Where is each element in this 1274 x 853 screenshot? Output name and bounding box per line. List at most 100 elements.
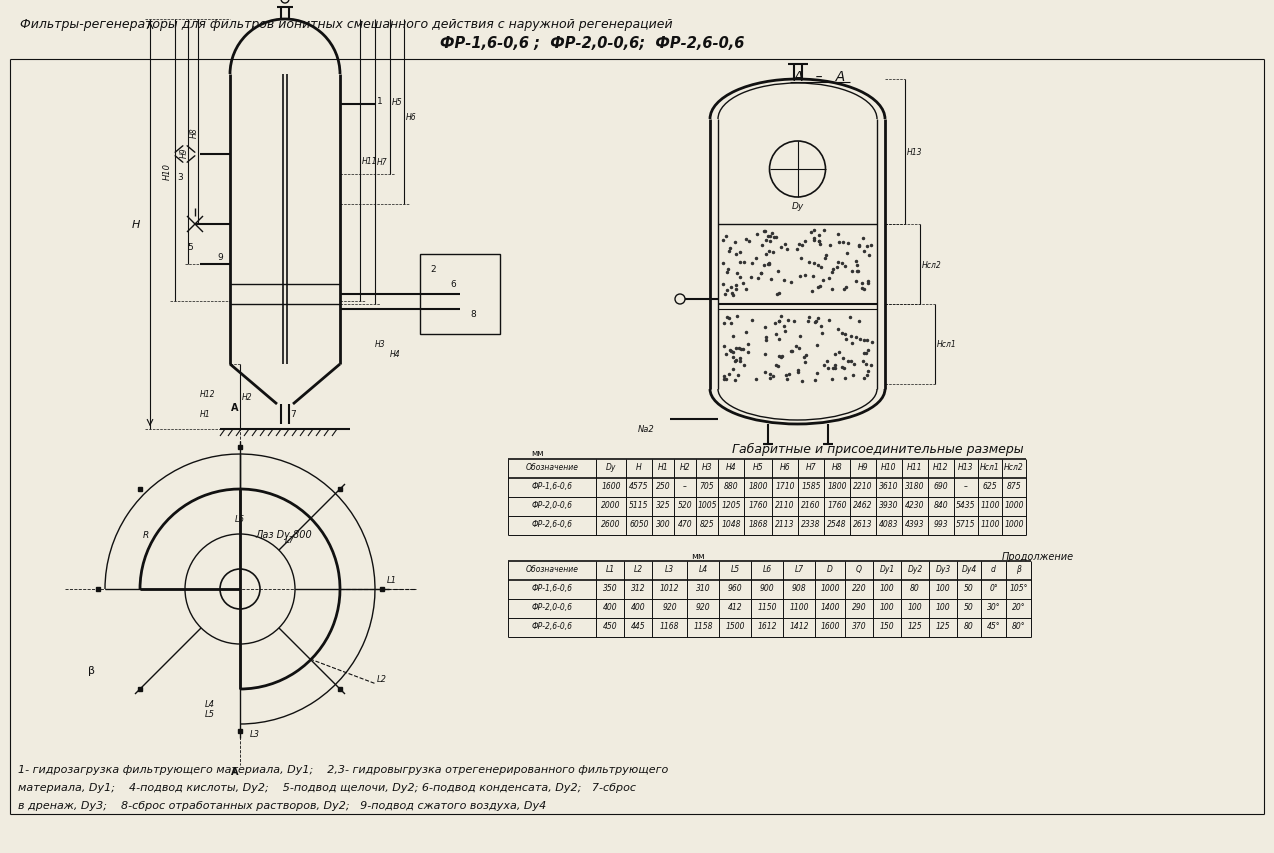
Text: H13: H13	[958, 462, 973, 472]
Text: H2: H2	[680, 462, 691, 472]
Text: ФР-1,6-0,6 ;  ФР-2,0-0,6;  ФР-2,6-0,6: ФР-1,6-0,6 ; ФР-2,0-0,6; ФР-2,6-0,6	[440, 36, 744, 51]
Text: L1: L1	[387, 575, 396, 584]
Text: L3: L3	[250, 729, 260, 738]
Text: 100: 100	[879, 583, 894, 592]
Text: 2548: 2548	[827, 519, 847, 528]
Text: 1100: 1100	[790, 602, 809, 612]
Text: L7: L7	[795, 565, 804, 573]
Text: H10: H10	[882, 462, 897, 472]
Text: 100: 100	[907, 602, 922, 612]
Text: 5435: 5435	[957, 501, 976, 509]
Text: L1: L1	[605, 565, 614, 573]
Text: H6: H6	[406, 113, 417, 122]
Text: Габаритные и присоединительные размеры: Габаритные и присоединительные размеры	[733, 443, 1024, 456]
Text: Dy2: Dy2	[907, 565, 922, 573]
Text: L4: L4	[698, 565, 707, 573]
Text: 1710: 1710	[776, 481, 795, 490]
Text: 1600: 1600	[601, 481, 620, 490]
Text: 1150: 1150	[757, 602, 777, 612]
Text: 30°: 30°	[986, 602, 1000, 612]
Text: H13: H13	[907, 148, 922, 157]
Text: L6: L6	[234, 515, 245, 524]
Text: L2: L2	[377, 674, 387, 683]
Text: H12: H12	[200, 390, 215, 399]
Text: 1158: 1158	[693, 621, 712, 630]
Text: ФР-1,6-0,6: ФР-1,6-0,6	[531, 481, 572, 490]
Text: 920: 920	[696, 602, 711, 612]
Text: Dy: Dy	[606, 462, 617, 472]
Text: 45°: 45°	[986, 621, 1000, 630]
Text: 125: 125	[935, 621, 950, 630]
Text: Hсл2: Hсл2	[922, 260, 941, 270]
Text: 80°: 80°	[1012, 621, 1026, 630]
Text: 993: 993	[934, 519, 948, 528]
Text: ФР-2,6-0,6: ФР-2,6-0,6	[531, 621, 572, 630]
Text: Фильтры-регенераторы для фильтров ионитных смешанного действия с наружной регене: Фильтры-регенераторы для фильтров ионитн…	[20, 18, 673, 31]
Text: 1: 1	[377, 96, 382, 106]
FancyArrowPatch shape	[175, 157, 183, 163]
Text: –: –	[964, 481, 968, 490]
Text: материала, Dy1;    4-подвод кислоты, Dy2;    5-подвод щелочи, Dy2; 6-подвод конд: материала, Dy1; 4-подвод кислоты, Dy2; 5…	[18, 782, 636, 792]
Text: R: R	[143, 531, 149, 540]
Text: 400: 400	[631, 602, 646, 612]
Text: 50: 50	[964, 602, 973, 612]
Text: 50: 50	[964, 583, 973, 592]
Text: 470: 470	[678, 519, 692, 528]
Text: Hсл2: Hсл2	[1004, 462, 1024, 472]
Text: А   –   А: А – А	[794, 70, 846, 84]
Text: 300: 300	[656, 519, 670, 528]
Text: 2110: 2110	[776, 501, 795, 509]
Text: 900: 900	[759, 583, 775, 592]
Text: мм: мм	[691, 551, 705, 560]
Text: d: d	[991, 565, 996, 573]
Text: 3180: 3180	[906, 481, 925, 490]
Text: ФР-2,0-0,6: ФР-2,0-0,6	[531, 501, 572, 509]
Text: Dy: Dy	[791, 202, 804, 211]
Text: 960: 960	[727, 583, 743, 592]
Text: 3930: 3930	[879, 501, 898, 509]
Text: H10: H10	[163, 162, 172, 179]
Text: 880: 880	[724, 481, 739, 490]
Text: 1600: 1600	[820, 621, 840, 630]
Text: 3610: 3610	[879, 481, 898, 490]
Text: β: β	[1017, 565, 1020, 573]
Text: 220: 220	[852, 583, 866, 592]
Text: 80: 80	[964, 621, 973, 630]
Text: 1100: 1100	[980, 519, 1000, 528]
Text: 1800: 1800	[827, 481, 847, 490]
Text: L2: L2	[633, 565, 642, 573]
Text: A: A	[232, 403, 238, 412]
Text: Продолжение: Продолжение	[1001, 551, 1074, 561]
Text: 1168: 1168	[660, 621, 679, 630]
Bar	[420, 255, 499, 334]
Text: 412: 412	[727, 602, 743, 612]
Text: 1412: 1412	[790, 621, 809, 630]
Text: H2: H2	[242, 392, 252, 402]
Text: Обозначение: Обозначение	[525, 565, 578, 573]
Text: 2: 2	[431, 264, 436, 274]
Text: 1- гидрозагрузка фильтрующего материала, Dy1;    2,3- гидровыгрузка отрегенериро: 1- гидрозагрузка фильтрующего материала,…	[18, 764, 669, 774]
Text: 1000: 1000	[820, 583, 840, 592]
Text: в дренаж, Dy3;    8-сброс отработанных растворов, Dy2;   9-подвод сжатого воздух: в дренаж, Dy3; 8-сброс отработанных раст…	[18, 800, 547, 810]
Text: 1500: 1500	[725, 621, 745, 630]
Text: 4230: 4230	[906, 501, 925, 509]
Text: Обозначение: Обозначение	[525, 462, 578, 472]
Text: 125: 125	[907, 621, 922, 630]
Text: 8: 8	[470, 310, 475, 319]
Text: 920: 920	[662, 602, 676, 612]
Text: 100: 100	[935, 602, 950, 612]
Text: 5115: 5115	[629, 501, 648, 509]
Text: Na2: Na2	[638, 425, 655, 433]
Text: L6: L6	[762, 565, 772, 573]
Text: 4083: 4083	[879, 519, 898, 528]
Text: Dy3: Dy3	[935, 565, 950, 573]
Text: L4: L4	[205, 699, 215, 708]
Text: Dy1: Dy1	[879, 565, 894, 573]
Text: 250: 250	[656, 481, 670, 490]
Text: H3: H3	[375, 340, 386, 349]
Text: H4: H4	[726, 462, 736, 472]
Text: H7: H7	[377, 158, 387, 167]
Text: 1000: 1000	[1004, 519, 1024, 528]
Text: 1005: 1005	[697, 501, 717, 509]
Text: 2160: 2160	[801, 501, 820, 509]
